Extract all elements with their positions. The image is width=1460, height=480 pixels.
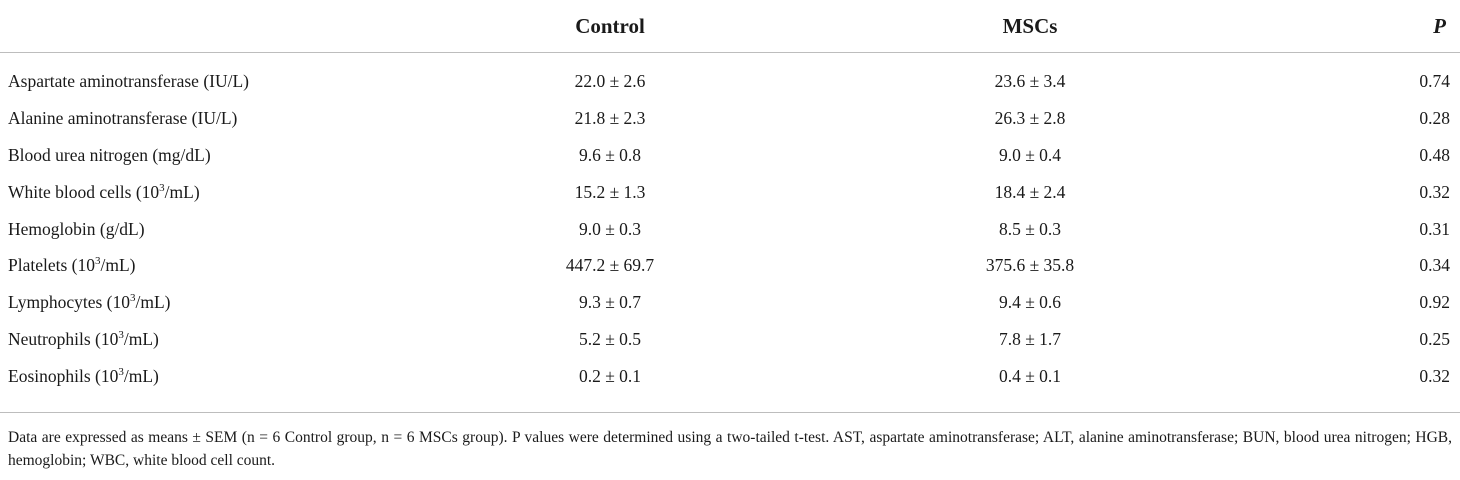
row-label: Lymphocytes (103/mL)	[8, 292, 171, 313]
table-row: Alanine aminotransferase (IU/L) 21.8 ± 2…	[0, 100, 1460, 137]
row-label: Platelets (103/mL)	[8, 255, 136, 276]
mscs-value: 375.6 ± 35.8	[985, 255, 1075, 276]
row-label: Eosinophils (103/mL)	[8, 366, 159, 387]
table-row: Hemoglobin (g/dL) 9.0 ± 0.3 8.5 ± 0.3 0.…	[0, 211, 1460, 248]
mscs-value: 0.4 ± 0.1	[998, 366, 1062, 387]
control-value: 9.3 ± 0.7	[578, 292, 642, 313]
control-value: 5.2 ± 0.5	[578, 329, 642, 350]
mscs-value: 9.0 ± 0.4	[998, 144, 1062, 165]
row-label: Hemoglobin (g/dL)	[8, 218, 145, 239]
p-value: 0.28	[1419, 107, 1450, 128]
header-control: Control	[575, 13, 645, 38]
table-row: Eosinophils (103/mL) 0.2 ± 0.1 0.4 ± 0.1…	[0, 358, 1460, 399]
p-value: 0.32	[1419, 181, 1450, 202]
row-label: White blood cells (103/mL)	[8, 181, 200, 202]
table-header-row: Control MSCs P	[0, 0, 1460, 53]
control-value: 22.0 ± 2.6	[574, 70, 646, 91]
table-row: Neutrophils (103/mL) 5.2 ± 0.5 7.8 ± 1.7…	[0, 321, 1460, 358]
control-value: 15.2 ± 1.3	[574, 181, 646, 202]
table-row: Aspartate aminotransferase (IU/L) 22.0 ±…	[0, 53, 1460, 100]
p-value: 0.32	[1419, 366, 1450, 387]
mscs-value: 23.6 ± 3.4	[994, 70, 1066, 91]
p-value: 0.34	[1419, 255, 1450, 276]
mscs-value: 8.5 ± 0.3	[998, 218, 1062, 239]
mscs-value: 18.4 ± 2.4	[994, 181, 1066, 202]
control-value: 447.2 ± 69.7	[565, 255, 655, 276]
row-label: Neutrophils (103/mL)	[8, 329, 159, 350]
table-row: Platelets (103/mL) 447.2 ± 69.7 375.6 ± …	[0, 247, 1460, 284]
table-bottom-rule	[0, 412, 1460, 413]
table-row: Lymphocytes (103/mL) 9.3 ± 0.7 9.4 ± 0.6…	[0, 284, 1460, 321]
header-mscs: MSCs	[1002, 13, 1058, 38]
mscs-value: 7.8 ± 1.7	[998, 329, 1062, 350]
p-value: 0.25	[1419, 329, 1450, 350]
mscs-value: 26.3 ± 2.8	[994, 107, 1066, 128]
row-label: Alanine aminotransferase (IU/L)	[8, 107, 238, 128]
p-value: 0.74	[1419, 70, 1450, 91]
control-value: 9.0 ± 0.3	[578, 218, 642, 239]
mscs-value: 9.4 ± 0.6	[998, 292, 1062, 313]
control-value: 21.8 ± 2.3	[574, 107, 646, 128]
header-parameter	[0, 0, 400, 53]
row-label: Aspartate aminotransferase (IU/L)	[8, 70, 250, 91]
header-p: P	[1433, 13, 1446, 38]
p-value: 0.92	[1419, 292, 1450, 313]
table-footnote: Data are expressed as means ± SEM (n = 6…	[8, 429, 1452, 469]
results-table: Control MSCs P Aspartate aminotransferas…	[0, 0, 1460, 399]
control-value: 9.6 ± 0.8	[578, 144, 642, 165]
p-value: 0.31	[1419, 218, 1450, 239]
table-row: Blood urea nitrogen (mg/dL) 9.6 ± 0.8 9.…	[0, 137, 1460, 174]
table-row: White blood cells (103/mL) 15.2 ± 1.3 18…	[0, 174, 1460, 211]
row-label: Blood urea nitrogen (mg/dL)	[8, 144, 211, 165]
control-value: 0.2 ± 0.1	[578, 366, 642, 387]
p-value: 0.48	[1419, 144, 1450, 165]
